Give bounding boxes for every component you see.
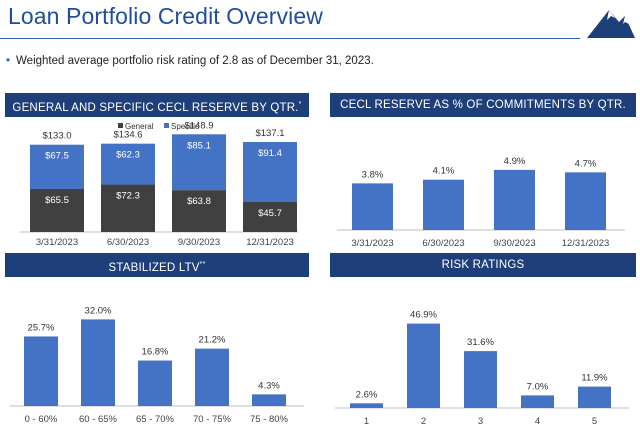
cecl-pct-panel-title: CECL RESERVE AS % OF COMMITMENTS BY QTR. [340, 99, 626, 111]
bar [138, 360, 172, 406]
data-label: 31.6% [467, 337, 494, 348]
summary-text: Weighted average portfolio risk rating o… [16, 55, 374, 67]
bar [195, 348, 229, 406]
x-tick-label: 70 - 75% [193, 414, 232, 425]
cecl-reserve-chart: General Specific $65.5 $67.5 $133.0 3/31/2023… [20, 120, 298, 248]
x-tick-label: 3/31/2023 [36, 237, 78, 248]
x-tick-label: 3 [478, 416, 483, 427]
data-label: $91.4 [258, 148, 282, 159]
total-label: $137.1 [255, 128, 284, 139]
x-tick-label: 4 [535, 416, 540, 427]
bar [464, 351, 497, 408]
bar-general [101, 184, 155, 232]
x-tick-label: 12/31/2023 [246, 237, 294, 248]
total-label: $133.0 [42, 131, 71, 142]
bar [407, 323, 440, 408]
data-label: 25.7% [28, 322, 55, 333]
data-label: 4.1% [433, 166, 455, 177]
data-label: 7.0% [527, 381, 549, 392]
x-tick-label: 6/30/2023 [107, 237, 149, 248]
risk-panel-title: RISK RATINGS [441, 259, 525, 271]
risk-ratings-chart: 2.6% 1 46.9% 2 31.6% 3 7.0% 4 11.9% 5 [335, 310, 629, 427]
x-tick-label: 3/31/2023 [351, 238, 393, 249]
x-tick-label: 0 - 60% [25, 414, 58, 425]
data-label: 4.7% [575, 158, 597, 169]
page-title: Loan Portfolio Credit Overview [8, 3, 323, 29]
bar-general [243, 202, 297, 232]
bar [350, 403, 383, 408]
data-label: $72.3 [116, 191, 140, 202]
bar [352, 183, 393, 230]
bar [521, 395, 554, 408]
bar-specific [101, 143, 155, 185]
data-label: 4.3% [258, 380, 280, 391]
bar [494, 169, 535, 230]
bar-specific [30, 144, 84, 190]
bar [252, 394, 286, 406]
bar-general [172, 190, 226, 232]
data-label: 46.9% [410, 310, 437, 321]
x-tick-label: 2 [421, 416, 426, 427]
summary-bullet: • Weighted average portfolio risk rating … [6, 55, 374, 67]
x-tick-label: 12/31/2023 [562, 238, 610, 249]
ltv-footnote-mark: ** [199, 261, 206, 268]
mountain-logo-icon [587, 10, 635, 38]
risk-panel-header: RISK RATINGS [330, 253, 636, 277]
bar [81, 319, 115, 406]
data-label: $65.5 [45, 195, 69, 206]
legend-entry: General [125, 122, 154, 131]
x-tick-label: 5 [592, 416, 597, 427]
x-tick-label: 9/30/2023 [178, 237, 220, 248]
ltv-panel-header: STABILIZED LTV** [5, 253, 309, 277]
x-tick-label: 6/30/2023 [422, 238, 464, 249]
data-label: 3.8% [362, 169, 384, 180]
bar [24, 336, 58, 406]
data-label: $85.1 [187, 140, 211, 151]
data-label: 4.9% [504, 156, 526, 167]
ltv-panel-title: STABILIZED LTV [108, 261, 200, 274]
bar-specific [172, 134, 226, 191]
legend-entry: Specific [171, 122, 199, 131]
cecl-pct-panel-header: CECL RESERVE AS % OF COMMITMENTS BY QTR. [330, 93, 636, 117]
data-label: $62.3 [116, 150, 140, 161]
x-tick-label: 65 - 70% [136, 414, 175, 425]
data-label: 11.9% [581, 373, 608, 384]
data-label: $45.7 [258, 208, 282, 219]
legend-swatch [118, 123, 123, 128]
x-tick-label: 75 - 80% [250, 414, 289, 425]
cecl-pct-chart: 3.8% 3/31/2023 4.1% 6/30/2023 4.9% 9/30/2023 4… [337, 156, 625, 249]
bar [423, 179, 464, 230]
ltv-chart: 25.7% 0 - 60% 32.0% 60 - 65% 16.8% 65 - 70% 21… [10, 305, 304, 425]
data-label: 21.2% [199, 335, 226, 346]
bar-general [30, 189, 84, 232]
data-label: 32.0% [85, 305, 112, 316]
x-tick-label: 1 [364, 416, 369, 427]
x-tick-label: 60 - 65% [79, 414, 118, 425]
cecl-panel-header: GENERAL AND SPECIFIC CECL RESERVE BY QTR… [5, 93, 309, 117]
data-label: $63.8 [187, 196, 211, 207]
bar [565, 172, 606, 230]
bar-specific [243, 142, 297, 203]
data-label: 2.6% [356, 389, 378, 400]
total-label: $134.6 [113, 130, 142, 141]
legend-swatch [164, 123, 169, 128]
data-label: $67.5 [45, 151, 69, 162]
x-tick-label: 9/30/2023 [493, 238, 535, 249]
data-label: 16.8% [142, 347, 169, 358]
cecl-footnote-mark: * [298, 101, 302, 108]
bar [578, 386, 611, 408]
cecl-panel-title: GENERAL AND SPECIFIC CECL RESERVE BY QTR… [12, 101, 299, 114]
total-label: $148.9 [184, 120, 213, 131]
bullet-dot-icon: • [6, 55, 11, 67]
title-divider [0, 38, 580, 39]
